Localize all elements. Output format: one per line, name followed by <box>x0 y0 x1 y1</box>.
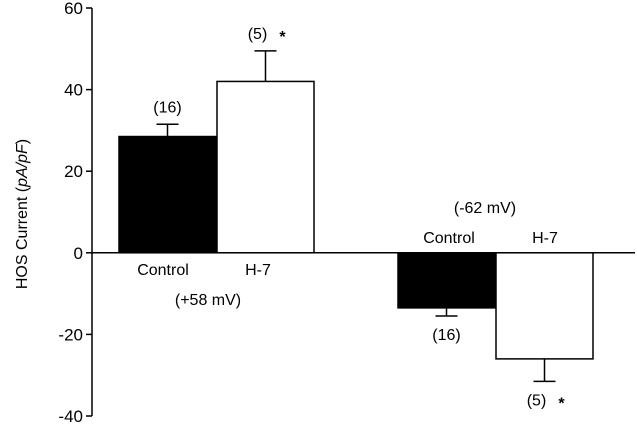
category-label-1-2: H-7 <box>245 262 271 279</box>
y-axis-label-suffix: ) <box>14 139 31 144</box>
bar-1-h-7 <box>216 80 315 254</box>
bars-layer <box>118 50 594 383</box>
y-axis-label: HOS Current (pA/pF) <box>14 139 31 289</box>
bar-group-2 <box>397 252 594 383</box>
bar-2-h-7 <box>495 252 594 360</box>
y-tick-label-20: 20 <box>64 162 83 181</box>
category-label-2-1: Control <box>423 230 475 247</box>
y-tick-label--20: -20 <box>58 325 83 344</box>
condition-label-2: (-62 mV) <box>454 200 516 217</box>
y-axis-label-prefix: HOS Current ( <box>14 186 31 289</box>
bar-group-1 <box>118 50 315 254</box>
n-label-1-1: (16) <box>153 99 181 116</box>
n-label-2-2: (5) <box>527 392 547 409</box>
bar-1-control <box>118 135 217 254</box>
axes-layer: -40 -20 0 20 40 60 <box>58 0 635 426</box>
y-tick-label--40: -40 <box>58 407 83 426</box>
y-tick-label-40: 40 <box>64 81 83 100</box>
y-axis-label-unit: pA/pF <box>14 143 31 188</box>
category-label-2-2: H-7 <box>532 230 558 247</box>
category-label-1-1: Control <box>137 262 189 279</box>
significance-star-1-2: * <box>279 29 286 46</box>
y-tick-label-0: 0 <box>74 244 83 263</box>
significance-star-2-2: * <box>558 395 565 412</box>
n-label-1-2: (5) <box>248 26 268 43</box>
condition-label-1: (+58 mV) <box>175 292 241 309</box>
n-label-2-1: (16) <box>432 327 460 344</box>
bar-2-control <box>397 252 496 309</box>
y-tick-label-60: 60 <box>64 0 83 18</box>
